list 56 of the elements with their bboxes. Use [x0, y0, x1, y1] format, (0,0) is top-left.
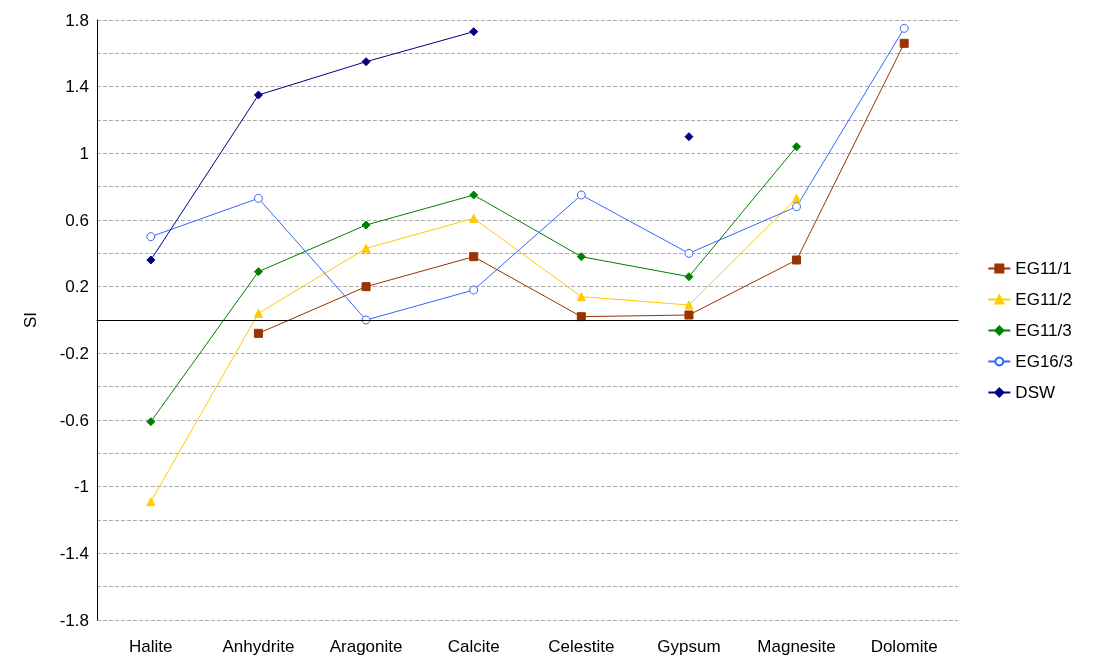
legend-label: EG11/2 [1015, 290, 1072, 309]
legend-label: DSW [1015, 383, 1056, 402]
y-tick-label: 1.4 [65, 77, 89, 97]
point [146, 497, 156, 507]
point [146, 417, 156, 427]
point [361, 243, 371, 253]
point [253, 90, 263, 100]
legend-label: EG11/1 [1015, 259, 1072, 278]
point [576, 190, 586, 200]
point [792, 202, 802, 212]
x-tick-label: Anhydrite [222, 637, 295, 656]
point [792, 193, 802, 203]
point [576, 292, 586, 302]
y-tick-label: 0.2 [65, 277, 89, 297]
y-tick-label: -1.4 [59, 543, 89, 563]
y-axis-title: SI [21, 311, 40, 329]
point [899, 23, 909, 33]
point [253, 267, 263, 277]
point [361, 57, 371, 67]
y-tick-label: -0.2 [59, 343, 89, 363]
point [253, 308, 263, 318]
point [146, 232, 156, 242]
point [253, 193, 263, 203]
point [684, 310, 694, 320]
x-tick-label: Celestite [548, 637, 615, 656]
point [684, 272, 694, 282]
point [684, 132, 694, 142]
point [684, 248, 694, 258]
legend-label: EG11/3 [1015, 321, 1072, 340]
y-tick-label: -1 [73, 477, 89, 497]
x-tick-label: Calcite [447, 637, 500, 656]
point [684, 300, 694, 310]
y-tick-label: -1.8 [59, 610, 89, 630]
point [253, 328, 263, 338]
x-tick-label: Gypsum [657, 637, 721, 656]
y-tick-label: -0.6 [59, 410, 89, 430]
y-tick-label: 1.8 [65, 10, 89, 30]
x-tick-label: Halite [129, 637, 173, 656]
point [792, 142, 802, 152]
y-tick-label: 1 [79, 143, 89, 163]
point [469, 285, 479, 295]
point [469, 252, 479, 262]
x-tick-label: Magnesite [757, 637, 836, 656]
x-tick-label: Dolomite [870, 637, 938, 656]
point [576, 252, 586, 262]
point [361, 282, 371, 292]
point [146, 255, 156, 265]
x-tick-label: Aragonite [329, 637, 403, 656]
point [899, 38, 909, 48]
y-tick-label: 0.6 [65, 210, 89, 230]
point [469, 27, 479, 37]
point [361, 220, 371, 230]
point [469, 213, 479, 223]
legend-label: EG16/3 [1015, 352, 1074, 371]
point [469, 190, 479, 200]
point [792, 255, 802, 265]
